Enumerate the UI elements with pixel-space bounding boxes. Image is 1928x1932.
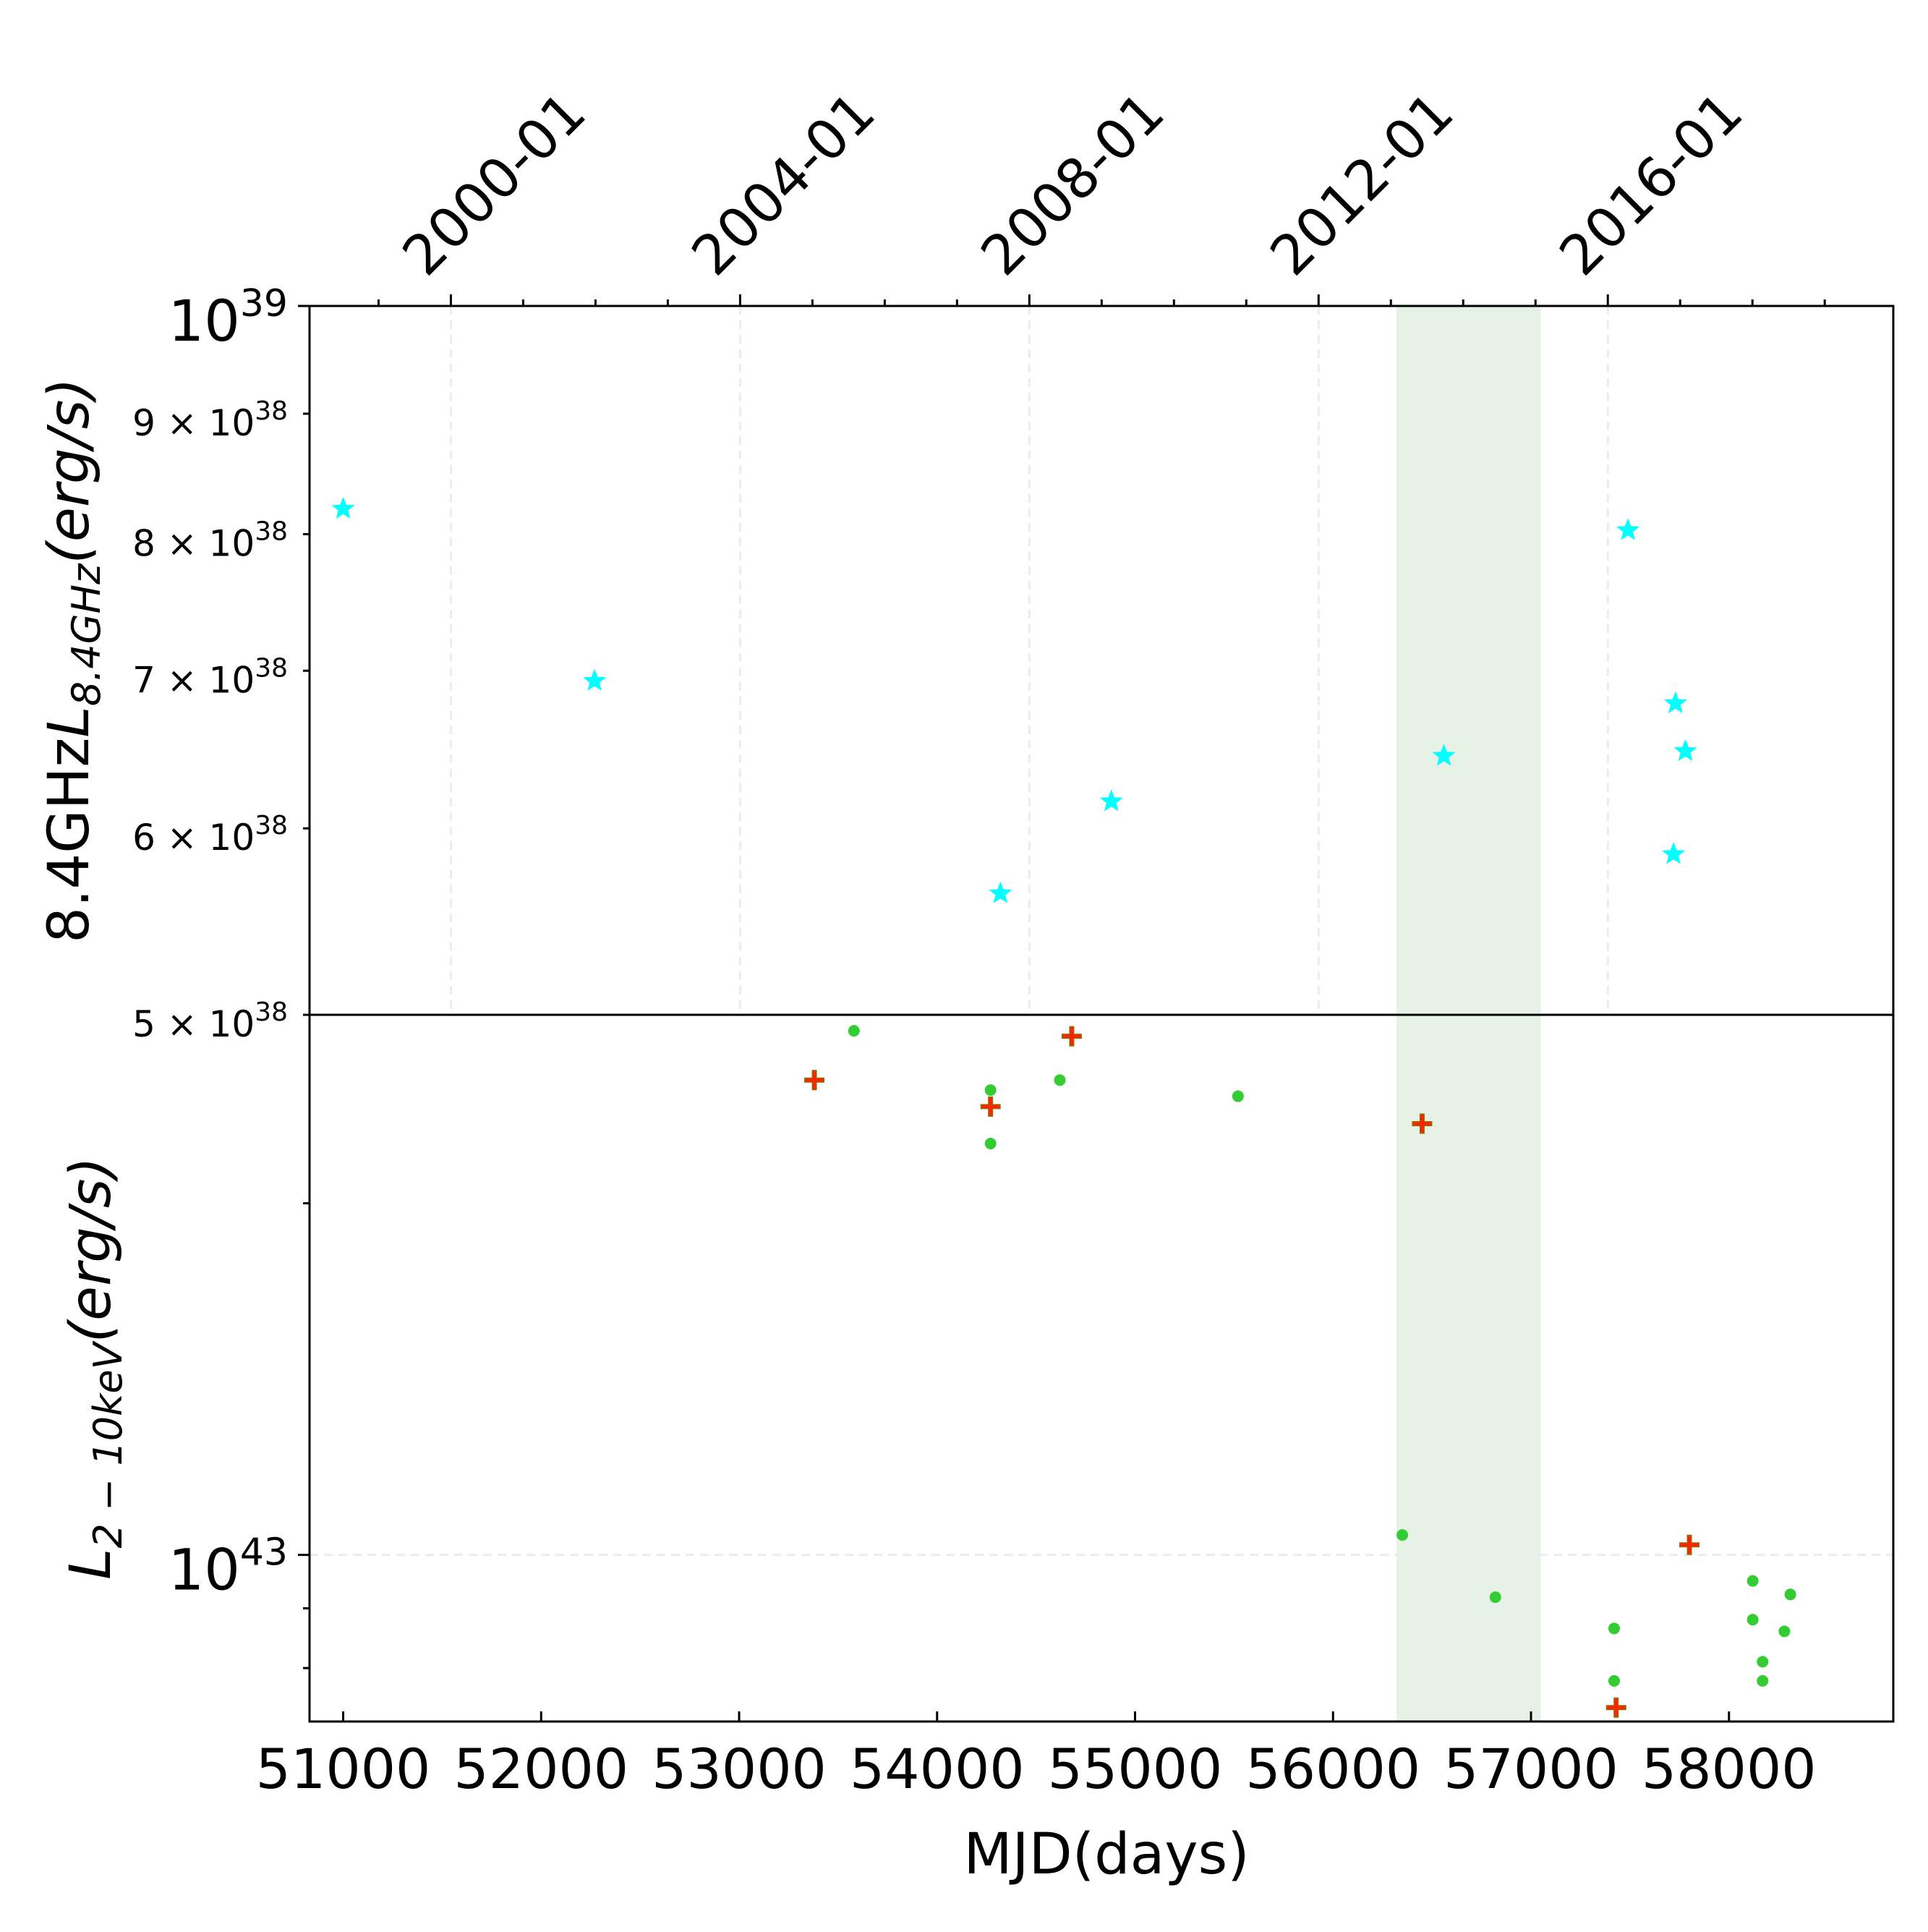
x-tick-label: 57000 bbox=[1443, 1737, 1618, 1801]
y-tick-label: 9 × 1038 bbox=[132, 396, 288, 444]
circle-marker bbox=[1746, 1575, 1759, 1587]
y-tick-label: 6 × 1038 bbox=[132, 811, 288, 859]
axes-frame-layer bbox=[308, 305, 1895, 1723]
label-layer: MJD(days) 51000 52000 53000 54000 55000 56000… bbox=[37, 80, 1817, 1887]
x-tick-label: 54000 bbox=[850, 1737, 1025, 1801]
circle-marker bbox=[1396, 1529, 1409, 1541]
circle-marker bbox=[1608, 1622, 1621, 1635]
circle-marker bbox=[1784, 1588, 1796, 1601]
circle-marker bbox=[1232, 1090, 1244, 1102]
top-date-label: 2016-01 bbox=[1547, 80, 1754, 287]
plus-marker bbox=[1061, 1026, 1082, 1047]
star-marker bbox=[1662, 842, 1686, 864]
circle-marker bbox=[1746, 1614, 1759, 1626]
circle-marker bbox=[1608, 1674, 1621, 1687]
panel-1-frame bbox=[308, 305, 1895, 1016]
top-date-label: 2008-01 bbox=[968, 80, 1176, 287]
y-axis-label-top: 8.4GHzL8.4GHz(erg/s) bbox=[37, 378, 109, 943]
circle-marker bbox=[1489, 1591, 1501, 1604]
star-marker bbox=[1663, 691, 1687, 714]
top-date-label: 2004-01 bbox=[679, 80, 887, 287]
y-axis-label-bottom: L2 − 10keV(erg/s) bbox=[59, 1157, 131, 1580]
x-tick-label: 56000 bbox=[1245, 1737, 1420, 1801]
top-date-label: 2000-01 bbox=[390, 80, 597, 287]
circle-marker bbox=[1757, 1674, 1769, 1687]
x-tick-label: 52000 bbox=[453, 1737, 628, 1801]
top-date-label: 2012-01 bbox=[1258, 80, 1465, 287]
plus-marker bbox=[1412, 1113, 1433, 1134]
plus-marker bbox=[804, 1070, 825, 1091]
x-axis-label: MJD(days) bbox=[963, 1822, 1249, 1887]
x-tick-label: 55000 bbox=[1048, 1737, 1223, 1801]
x-tick-label: 53000 bbox=[652, 1737, 827, 1801]
circle-marker bbox=[1778, 1625, 1791, 1638]
star-marker bbox=[1432, 744, 1456, 766]
y-tick-label: 1039 bbox=[169, 282, 288, 354]
plus-marker bbox=[980, 1096, 1001, 1117]
star-marker bbox=[1673, 739, 1697, 762]
gridline-layer bbox=[310, 306, 1893, 1557]
circle-marker bbox=[848, 1025, 860, 1037]
tick-layer bbox=[298, 294, 1826, 1722]
star-marker bbox=[1099, 789, 1123, 812]
star-marker bbox=[1616, 518, 1640, 540]
star-marker bbox=[583, 668, 607, 691]
y-tick-label: 8 × 1038 bbox=[132, 516, 288, 564]
y-tick-label: 5 × 1038 bbox=[132, 997, 288, 1045]
circle-marker bbox=[1757, 1656, 1769, 1668]
panel-2-frame bbox=[308, 1013, 1895, 1723]
y-tick-label: 7 × 1038 bbox=[132, 653, 288, 701]
star-marker bbox=[989, 881, 1012, 903]
plus-marker bbox=[1605, 1697, 1626, 1718]
circle-marker bbox=[1054, 1074, 1066, 1086]
circle-marker bbox=[984, 1137, 997, 1149]
y-tick-label: 1043 bbox=[169, 1531, 288, 1604]
circle-marker bbox=[984, 1084, 997, 1097]
plus-marker bbox=[1679, 1534, 1700, 1555]
x-tick-label: 58000 bbox=[1642, 1737, 1817, 1801]
star-marker bbox=[331, 496, 355, 519]
marker-layer bbox=[331, 496, 1796, 1718]
x-tick-label: 51000 bbox=[256, 1737, 431, 1801]
